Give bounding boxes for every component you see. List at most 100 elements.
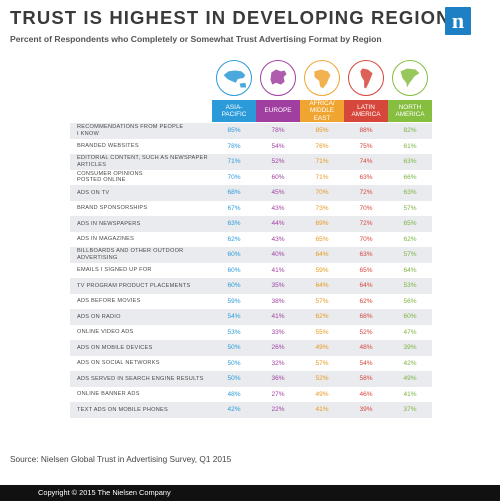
value-cell: 63% xyxy=(359,251,373,259)
asia-pacific-map-icon xyxy=(216,60,252,96)
value-cell: 42% xyxy=(403,359,417,367)
table-row: ADS IN NEWSPAPERS 63% 44% 69% 72% 65% xyxy=(70,216,432,232)
column-header-label: PACIFIC xyxy=(221,111,247,118)
column-header-label: AMERICA xyxy=(395,111,425,118)
value-cell: 50% xyxy=(227,359,241,367)
europe-map-icon xyxy=(260,60,296,96)
value-cell: 70% xyxy=(359,235,373,243)
row-label-line: ONLINE VIDEO ADS xyxy=(77,329,134,336)
value-cell: 22% xyxy=(271,406,285,414)
column-header: ASIA- PACIFIC xyxy=(212,100,256,122)
row-label: RECOMMENDATIONS FROM PEOPLE I KNOW xyxy=(77,123,212,139)
value-cell: 65% xyxy=(403,220,417,228)
value-cell: 78% xyxy=(227,142,241,150)
value-cell: 85% xyxy=(315,127,329,135)
value-cell: 82% xyxy=(403,127,417,135)
column-header-label: EUROPE xyxy=(264,107,292,115)
value-cell: 53% xyxy=(403,282,417,290)
value-cell: 62% xyxy=(227,235,241,243)
value-cell: 60% xyxy=(227,266,241,274)
row-label-line: ADS ON SOCIAL NETWORKS xyxy=(77,360,160,367)
page-title: TRUST IS HIGHEST IN DEVELOPING REGIONS xyxy=(10,7,464,28)
value-cell: 85% xyxy=(227,127,241,135)
value-cell: 47% xyxy=(403,328,417,336)
value-cell: 75% xyxy=(359,142,373,150)
value-cell: 71% xyxy=(227,158,241,166)
table-row: EMAILS I SIGNED UP FOR 60% 41% 59% 65% 64% xyxy=(70,262,432,278)
value-cell: 59% xyxy=(315,266,329,274)
row-label: ADS SERVED IN SEARCH ENGINE RESULTS xyxy=(77,371,212,387)
table-row: ADS SERVED IN SEARCH ENGINE RESULTS 50% 36… xyxy=(70,371,432,387)
value-cell: 54% xyxy=(227,313,241,321)
row-label-line: RECOMMENDATIONS FROM PEOPLE xyxy=(77,124,184,131)
row-label: BRANDED WEBSITES xyxy=(77,139,212,155)
value-cell: 62% xyxy=(403,235,417,243)
value-cell: 52% xyxy=(359,328,373,336)
row-label-line: EMAILS I SIGNED UP FOR xyxy=(77,267,152,274)
value-cell: 62% xyxy=(315,313,329,321)
value-cell: 76% xyxy=(315,142,329,150)
value-cell: 61% xyxy=(403,142,417,150)
value-cell: 48% xyxy=(227,390,241,398)
value-cell: 63% xyxy=(227,220,241,228)
value-cell: 71% xyxy=(315,158,329,166)
row-label: ONLINE VIDEO ADS xyxy=(77,325,212,341)
row-label-line: POSTED ONLINE xyxy=(77,177,126,184)
row-label-line: ADS IN MAGAZINES xyxy=(77,236,135,243)
value-cell: 72% xyxy=(359,189,373,197)
value-cell: 59% xyxy=(227,297,241,305)
value-cell: 68% xyxy=(359,313,373,321)
footer-bar: Copyright © 2015 The Nielsen Company xyxy=(0,485,500,501)
row-label-line: CONSUMER OPINIONS xyxy=(77,170,143,177)
row-label: ADS BEFORE MOVIES xyxy=(77,294,212,310)
value-cell: 40% xyxy=(271,251,285,259)
value-cell: 63% xyxy=(359,173,373,181)
table-row: BILLBOARDS AND OTHER OUTDOOR ADVERTISING 6… xyxy=(70,247,432,263)
table-row: TEXT ADS ON MOBILE PHONES 42% 22% 41% 39% 37% xyxy=(70,402,432,418)
value-cell: 45% xyxy=(271,189,285,197)
value-cell: 74% xyxy=(359,158,373,166)
column-header: NORTH AMERICA xyxy=(388,100,432,122)
value-cell: 68% xyxy=(227,189,241,197)
value-cell: 41% xyxy=(315,406,329,414)
value-cell: 35% xyxy=(271,282,285,290)
value-cell: 62% xyxy=(359,297,373,305)
table-row: ADS ON MOBILE DEVICES 50% 26% 49% 48% 39% xyxy=(70,340,432,356)
table-row: EDITORIAL CONTENT, SUCH AS NEWSPAPER ARTI… xyxy=(70,154,432,170)
value-cell: 54% xyxy=(359,359,373,367)
value-cell: 36% xyxy=(271,375,285,383)
value-cell: 41% xyxy=(403,390,417,398)
value-cell: 39% xyxy=(403,344,417,352)
value-cell: 52% xyxy=(271,158,285,166)
row-label-line: ADS ON TV xyxy=(77,189,110,196)
row-label-line: ADS IN NEWSPAPERS xyxy=(77,220,141,227)
row-label: EDITORIAL CONTENT, SUCH AS NEWSPAPER ARTI… xyxy=(77,154,212,170)
value-cell: 37% xyxy=(403,406,417,414)
value-cell: 58% xyxy=(359,375,373,383)
logo-letter: n xyxy=(452,8,464,33)
table-row: RECOMMENDATIONS FROM PEOPLE I KNOW 85% 78% 8… xyxy=(70,123,432,139)
africa-middle-east-map-icon xyxy=(304,60,340,96)
row-label: ADS IN NEWSPAPERS xyxy=(77,216,212,232)
value-cell: 70% xyxy=(315,189,329,197)
column-header-label: MIDDLE EAST xyxy=(309,107,335,122)
table-row: BRANDED WEBSITES 78% 54% 76% 75% 61% xyxy=(70,138,432,155)
value-cell: 63% xyxy=(403,158,417,166)
value-cell: 64% xyxy=(315,251,329,259)
table-row: ONLINE BANNER ADS 48% 27% 49% 46% 41% xyxy=(70,386,432,402)
value-cell: 46% xyxy=(359,390,373,398)
row-label-line: BILLBOARDS AND OTHER OUTDOOR xyxy=(77,248,184,255)
value-cell: 73% xyxy=(315,204,329,212)
row-label: ADS ON TV xyxy=(77,185,212,201)
page-subtitle: Percent of Respondents who Completely or… xyxy=(10,34,382,44)
table-row: TV PROGRAM PRODUCT PLACEMENTS 60% 35% 64% 64… xyxy=(70,278,432,294)
value-cell: 50% xyxy=(227,375,241,383)
value-cell: 54% xyxy=(271,142,285,150)
value-cell: 70% xyxy=(359,204,373,212)
nielsen-logo: n xyxy=(445,7,471,35)
value-cell: 71% xyxy=(315,173,329,181)
value-cell: 41% xyxy=(271,266,285,274)
row-label: ADS ON SOCIAL NETWORKS xyxy=(77,356,212,372)
row-label-line: ADS ON MOBILE DEVICES xyxy=(77,344,153,351)
row-label-line: ADS SERVED IN SEARCH ENGINE RESULTS xyxy=(77,375,204,382)
